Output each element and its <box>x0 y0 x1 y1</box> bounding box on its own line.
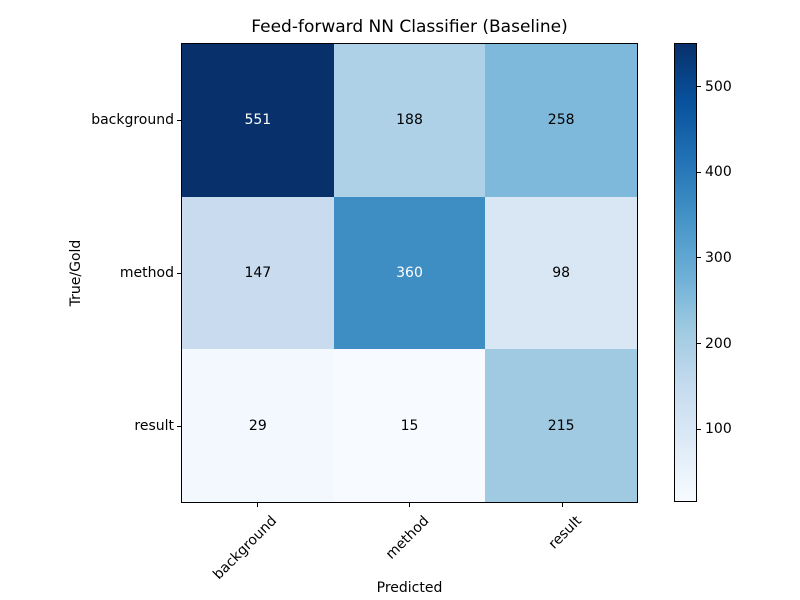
heatmap-cell: 551 <box>182 44 334 197</box>
colorbar-tick-mark <box>697 343 701 345</box>
x-axis-label: Predicted <box>376 580 443 596</box>
heatmap-cell: 215 <box>485 349 637 502</box>
colorbar-gradient <box>674 43 697 502</box>
colorbar-tick-mark <box>697 86 701 88</box>
x-tick-mark <box>257 503 258 507</box>
colorbar-tick: 200 <box>697 336 732 352</box>
colorbar-tick-label: 200 <box>705 335 732 352</box>
colorbar-tick-mark <box>697 428 701 430</box>
colorbar-tick: 300 <box>697 250 732 266</box>
y-tick-label: method <box>119 265 174 281</box>
colorbar-tick-label: 500 <box>705 78 732 95</box>
x-tick-mark <box>562 503 563 507</box>
y-tick-label: result <box>134 418 174 434</box>
x-tick-label: background <box>210 513 281 583</box>
chart-title: Feed-forward NN Classifier (Baseline) <box>251 17 568 37</box>
colorbar-tick-label: 100 <box>705 421 732 438</box>
heatmap-cell: 188 <box>333 44 486 197</box>
colorbar-tick-label: 400 <box>705 164 732 181</box>
heatmap-cell: 15 <box>333 349 486 502</box>
heatmap-cell: 258 <box>485 44 637 197</box>
heatmap-cell: 147 <box>182 196 334 350</box>
colorbar-tick-label: 300 <box>705 249 732 266</box>
heatmap-cell: 29 <box>182 349 334 502</box>
colorbar-ticks: 500 400 300 200 100 <box>697 43 757 502</box>
x-tick-mark <box>409 503 410 507</box>
x-tick-label: result <box>545 513 586 553</box>
colorbar-tick-mark <box>697 171 701 173</box>
y-tick-mark <box>177 273 181 274</box>
y-tick-label: background <box>91 112 174 128</box>
colorbar-tick: 100 <box>697 421 732 437</box>
colorbar-tick: 500 <box>697 79 732 95</box>
y-tick-mark <box>177 120 181 121</box>
heatmap-cell: 360 <box>333 196 486 350</box>
heatmap-plot-area: 551 188 258 147 360 98 29 15 215 <box>181 43 638 503</box>
colorbar-tick-mark <box>697 257 701 259</box>
colorbar-tick: 400 <box>697 164 732 180</box>
heatmap-cell: 98 <box>485 196 637 350</box>
x-tick-label: method <box>382 513 433 563</box>
y-axis-label: True/Gold <box>68 239 84 307</box>
y-tick-mark <box>177 426 181 427</box>
